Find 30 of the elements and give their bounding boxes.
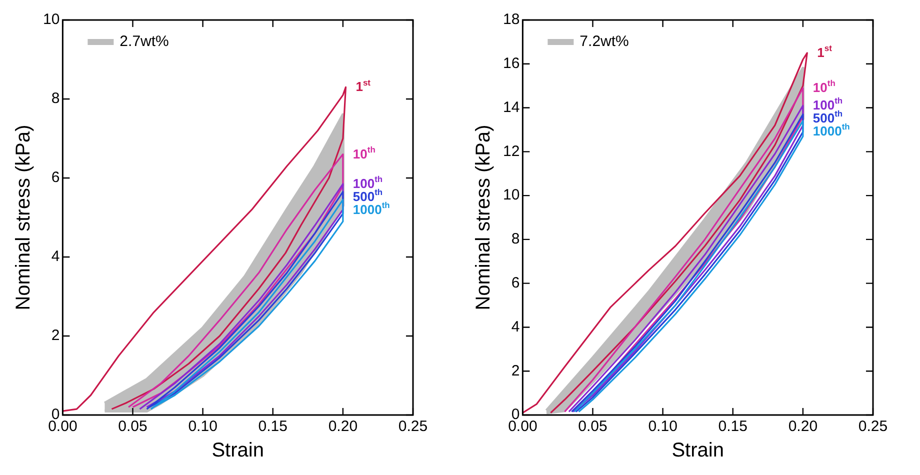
x-tick-label: 0.25 [398,418,428,436]
y-tick-label: 6 [511,274,520,292]
y-axis-title: Nominal stress (kPa) [472,124,495,310]
legend-label: 7.2wt% [580,33,629,50]
y-tick-label: 10 [42,11,60,28]
x-tick-label: 0.05 [118,418,148,436]
x-tick-label: 0.15 [718,418,748,436]
x-tick-label: 0.05 [578,418,608,436]
x-tick-label: 0.10 [188,418,218,436]
y-tick-label: 10 [502,186,520,204]
x-tick-label: 0.20 [328,418,358,436]
y-tick-label: 6 [51,169,60,186]
x-axis-title: Strain [212,440,264,462]
y-tick-label: 16 [502,55,520,72]
y-tick-label: 2 [51,327,60,344]
y-tick-label: 2 [511,362,520,380]
x-axis-title: Strain [672,440,724,462]
x-tick-label: 0.25 [858,418,888,436]
x-tick-label: 0.20 [788,418,818,436]
y-tick-label: 4 [51,248,60,266]
y-tick-label: 12 [502,142,520,160]
y-tick-label: 14 [502,98,520,116]
y-tick-label: 18 [502,11,520,28]
x-tick-label: 0.10 [648,418,678,436]
y-tick-label: 4 [511,318,520,336]
y-tick-label: 8 [511,230,520,248]
y-tick-label: 8 [51,90,60,108]
x-tick-label: 0.15 [258,418,288,436]
legend-label: 2.7wt% [120,33,169,50]
y-axis-title: Nominal stress (kPa) [12,124,35,310]
